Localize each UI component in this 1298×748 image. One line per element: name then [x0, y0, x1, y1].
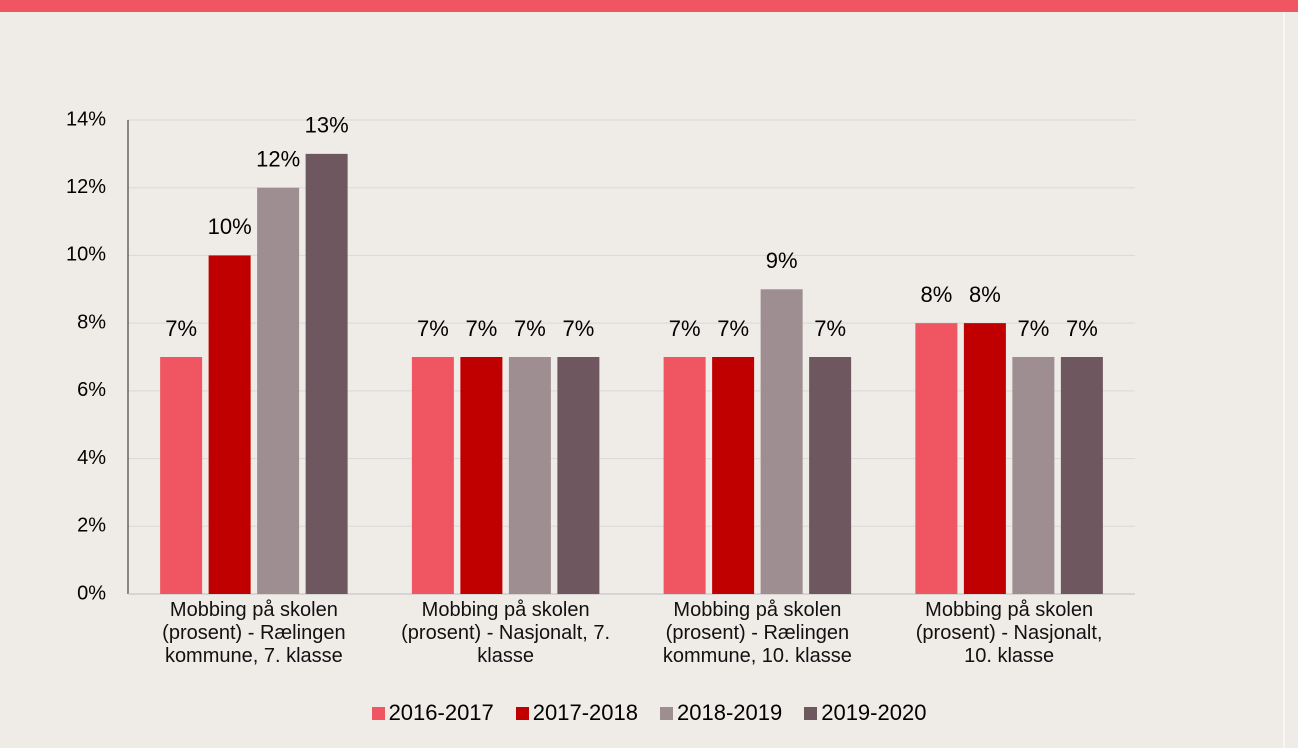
- y-tick-label: 6%: [77, 379, 106, 401]
- bar: [508, 357, 551, 594]
- bar: [963, 323, 1006, 594]
- bar: [1060, 357, 1103, 594]
- data-label: 7%: [814, 316, 846, 341]
- data-label: 7%: [1066, 316, 1098, 341]
- data-label: 10%: [208, 214, 252, 239]
- legend-label: 2017-2018: [532, 700, 638, 725]
- y-tick-label: 0%: [77, 582, 106, 604]
- header-bar: [0, 0, 1298, 12]
- bar: [557, 357, 600, 594]
- bar: [460, 357, 503, 594]
- legend-item: 2018-2019: [660, 700, 782, 726]
- data-label: 7%: [465, 316, 497, 341]
- data-label: 7%: [417, 316, 449, 341]
- legend-item: 2017-2018: [515, 700, 638, 726]
- data-label: 7%: [1017, 316, 1049, 341]
- bar: [1012, 357, 1055, 594]
- y-tick-label: 14%: [66, 108, 106, 130]
- edge: [1283, 12, 1285, 748]
- y-tick-label: 12%: [66, 176, 106, 198]
- x-tick-label: Mobbing på skolen (prosent) - Nasjonalt,…: [401, 599, 611, 667]
- x-tick-label: Mobbing på skolen (prosent) - Rælingen k…: [162, 599, 346, 667]
- y-tick-label: 4%: [77, 447, 106, 469]
- y-tick-label: 2%: [77, 515, 106, 537]
- bar: [411, 357, 454, 594]
- data-label: 13%: [305, 113, 349, 138]
- bar: [712, 357, 755, 594]
- data-label: 8%: [920, 282, 952, 307]
- bar: [760, 289, 803, 594]
- legend-swatch: [804, 706, 818, 720]
- bar: [257, 187, 300, 594]
- legend-swatch: [371, 706, 385, 720]
- legend-label: 2019-2020: [821, 700, 927, 725]
- bar: [160, 357, 203, 594]
- data-label: 7%: [165, 316, 197, 341]
- data-label: 9%: [766, 248, 798, 273]
- bar: [208, 255, 251, 594]
- data-label: 7%: [717, 316, 749, 341]
- legend-label: 2018-2019: [677, 700, 783, 725]
- legend-item: 2016-2017: [371, 700, 494, 726]
- y-tick-label: 8%: [77, 311, 106, 333]
- bar: [809, 357, 852, 594]
- data-label: 8%: [969, 282, 1001, 307]
- bar: [663, 357, 706, 594]
- data-label: 7%: [514, 316, 546, 341]
- legend: 2016-2017 2017-2018 2018-2019 2019-2020: [0, 700, 1298, 726]
- data-label: 7%: [562, 316, 594, 341]
- legend-swatch: [515, 706, 529, 720]
- x-tick-label: Mobbing på skolen (prosent) - Nasjonalt,…: [915, 599, 1103, 667]
- legend-swatch: [660, 706, 673, 720]
- y-tick-label: 10%: [66, 244, 106, 266]
- bar: [915, 323, 958, 594]
- data-label: 7%: [669, 316, 701, 341]
- data-label: 12%: [256, 147, 300, 172]
- legend-label: 2016-2017: [388, 700, 494, 725]
- x-tick-label: Mobbing på skolen (prosent) - Rælingen k…: [662, 599, 852, 667]
- legend-item: 2019-2020: [804, 700, 926, 726]
- bar: [305, 153, 348, 594]
